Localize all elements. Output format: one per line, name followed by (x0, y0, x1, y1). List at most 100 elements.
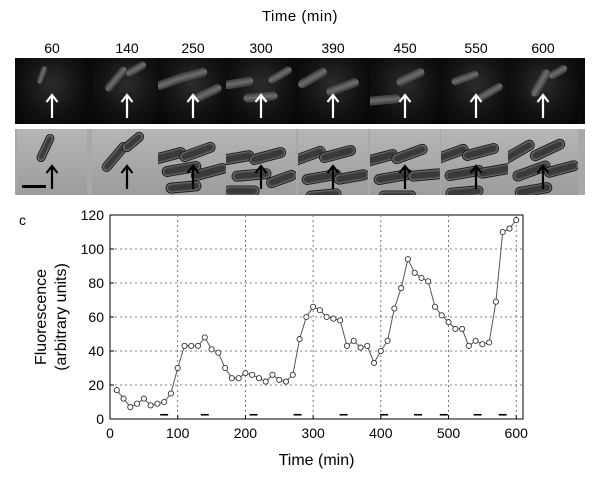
frame-time-label: 450 (393, 40, 417, 56)
y-tick-label: 20 (88, 377, 104, 393)
up-arrow-icon (536, 163, 550, 189)
data-point (262, 378, 269, 385)
frame-time-label: 300 (249, 40, 273, 56)
y-tick-label: 120 (81, 207, 105, 223)
data-point (330, 315, 337, 322)
scale-bar (22, 185, 46, 188)
up-arrow-icon (326, 92, 340, 118)
frame-time-label: 60 (44, 40, 60, 56)
up-arrow-icon (45, 163, 59, 189)
data-point (445, 319, 452, 326)
y-axis-label-line2: (arbitrary units) (53, 263, 70, 371)
x-tick-label: 100 (166, 425, 190, 441)
data-point (120, 395, 127, 402)
up-arrow-icon (186, 163, 200, 189)
bacterial-cell (369, 93, 401, 107)
up-arrow-icon (120, 92, 134, 118)
data-point (147, 402, 154, 409)
x-tick-label: 0 (106, 425, 114, 441)
data-point (479, 341, 486, 348)
data-point (364, 342, 371, 349)
data-point (134, 400, 141, 407)
frame-time-labels: 60 140 250 300 390 450 550 600 (0, 40, 600, 58)
bacterial-cell (449, 69, 480, 87)
bacterial-cell (225, 75, 254, 91)
x-tick-label: 600 (505, 425, 529, 441)
data-point (249, 371, 256, 378)
data-point (472, 337, 479, 344)
data-point (499, 228, 506, 236)
image-frame (297, 58, 368, 124)
image-frame (440, 58, 511, 124)
frame-time-label: 390 (321, 40, 345, 56)
frame-time-label: 140 (115, 40, 139, 56)
data-point (404, 256, 411, 263)
up-arrow-icon (398, 163, 412, 189)
up-arrow-icon (469, 92, 483, 118)
data-point (276, 376, 283, 383)
up-arrow-icon (254, 92, 268, 118)
data-point (337, 317, 344, 324)
bacterial-cell (34, 132, 56, 164)
data-point (418, 274, 425, 281)
data-point (465, 342, 472, 349)
y-axis-label-line1: Fluorescence (33, 269, 50, 365)
panel-label-c: c (19, 212, 26, 228)
up-arrow-icon (45, 92, 59, 118)
data-point (350, 337, 357, 344)
data-point (255, 375, 263, 382)
y-tick-label: 60 (88, 309, 104, 325)
data-point (384, 337, 391, 344)
data-point (452, 325, 459, 332)
bacterial-cell (119, 129, 146, 155)
data-point (398, 285, 405, 292)
x-tick-label: 200 (234, 425, 258, 441)
data-point (391, 305, 398, 312)
data-point (215, 349, 222, 356)
up-arrow-icon (536, 92, 550, 118)
image-frame (369, 58, 440, 124)
image-frame (440, 129, 511, 195)
up-arrow-icon (469, 163, 483, 189)
data-point (269, 371, 276, 378)
data-point (411, 269, 418, 276)
data-point (513, 217, 520, 224)
data-point (228, 375, 235, 382)
data-point (506, 225, 513, 232)
data-point (222, 364, 229, 372)
image-frame (91, 129, 162, 195)
image-frame (225, 58, 296, 124)
data-point (161, 398, 168, 406)
data-point (181, 342, 188, 349)
image-frame (507, 58, 578, 124)
image-frame (297, 129, 368, 195)
y-tick-label: 40 (88, 343, 104, 359)
data-point (310, 303, 317, 310)
data-point (140, 395, 147, 402)
bacterial-cell (266, 65, 293, 85)
image-frame (157, 58, 228, 124)
fluorescence-image-strip (15, 58, 585, 124)
fluorescence-series-line (116, 219, 517, 408)
data-point (201, 334, 208, 341)
data-point (357, 344, 364, 351)
data-point (323, 313, 330, 321)
data-point (188, 342, 195, 349)
x-tick-label: 300 (301, 425, 325, 441)
image-frame (16, 58, 87, 124)
data-point (492, 298, 499, 305)
data-point (425, 278, 432, 285)
up-arrow-icon (326, 163, 340, 189)
bacterial-cell (123, 60, 148, 78)
bacterial-cell (176, 66, 208, 84)
image-frame (91, 58, 162, 124)
data-point (242, 370, 249, 377)
data-point (459, 325, 466, 332)
x-axis-label: Time (min) (279, 452, 355, 469)
bacterial-cell (35, 65, 48, 85)
frame-time-label: 250 (181, 40, 205, 56)
bacterial-cell (394, 66, 426, 88)
image-frame (157, 129, 228, 195)
bacterial-cell (102, 64, 129, 94)
up-arrow-icon (120, 163, 134, 189)
